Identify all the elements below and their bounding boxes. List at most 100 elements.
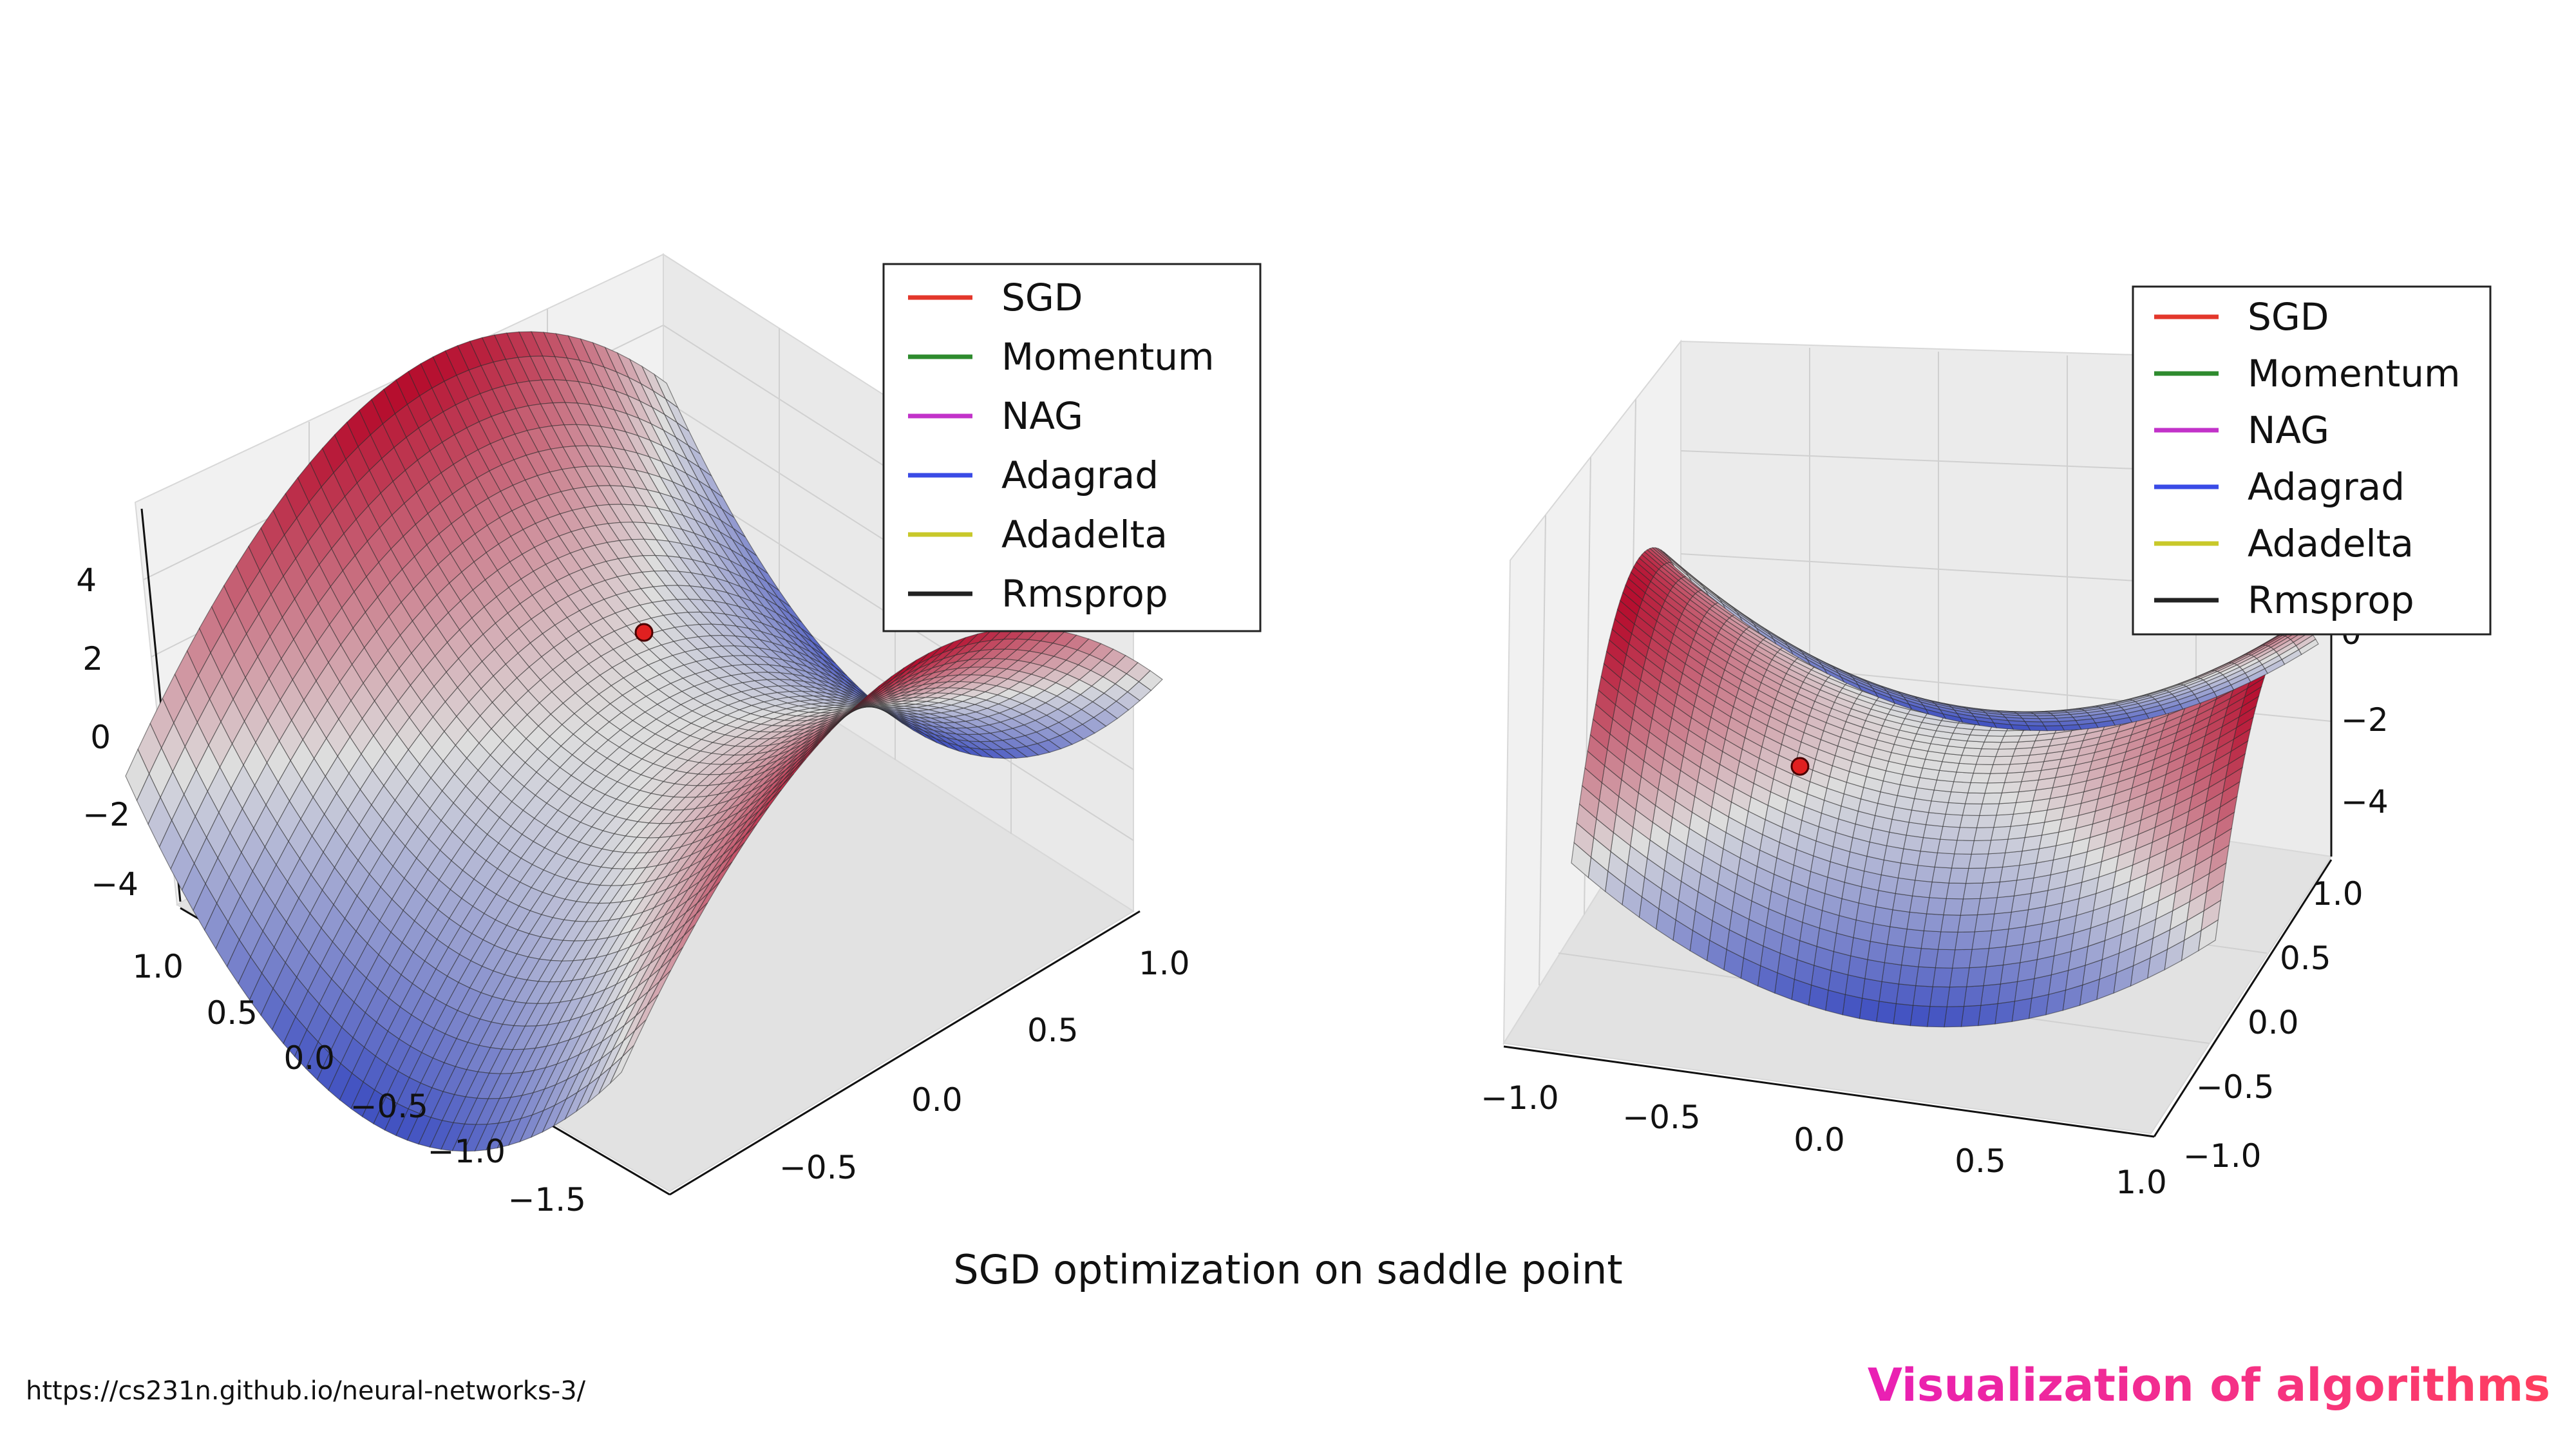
- left-z-tick: 0: [90, 719, 111, 756]
- surface-facet: [1975, 755, 1996, 766]
- surface-facet: [1965, 867, 1986, 884]
- surface-facet: [1984, 735, 2005, 743]
- right-y-tick: −1.0: [2183, 1137, 2261, 1175]
- surface-facet: [1881, 962, 1902, 985]
- surface-facet: [1993, 813, 2014, 828]
- left-saddle-surface: [125, 331, 1163, 1152]
- surface-facet: [1970, 772, 1991, 784]
- left-legend-box: [882, 263, 1262, 632]
- surface-facet: [1953, 772, 1974, 783]
- surface-facet: [1923, 913, 1944, 933]
- surface-facet: [1961, 747, 1982, 757]
- surface-facet: [1973, 764, 1994, 774]
- surface-facet: [1978, 803, 2000, 816]
- left-y-tick: 0.0: [911, 1081, 963, 1119]
- legend-label: Momentum: [2248, 352, 2460, 395]
- surface-facet: [1900, 946, 1922, 967]
- surface-facet: [1988, 928, 2009, 949]
- surface-facet: [1926, 1005, 1947, 1028]
- right-3d-chart: 0 −2 −4 −1.0 −0.5 0.0 0.5 1.0 1.0 0.5 0.…: [1481, 285, 2492, 1201]
- surface-facet: [1962, 803, 1983, 816]
- surface-facet: [1861, 978, 1882, 1002]
- surface-facet: [1944, 1005, 1965, 1028]
- surface-facet: [1998, 741, 2019, 750]
- surface-facet: [1960, 1005, 1982, 1027]
- right-y-tick: 0.5: [2280, 940, 2331, 977]
- surface-facet: [1914, 865, 1935, 883]
- surface-facet: [1884, 943, 1905, 966]
- surface-facet: [2003, 772, 2025, 783]
- surface-facet: [1957, 914, 1978, 933]
- right-x-tick: 0.0: [1794, 1121, 1845, 1159]
- left-z-tick: −4: [91, 866, 138, 903]
- surface-facet: [1940, 914, 1961, 933]
- surface-facet: [1671, 562, 1692, 582]
- surface-facet: [1946, 986, 1967, 1007]
- surface-facet: [1974, 913, 1995, 933]
- legend-label: Adadelta: [1001, 513, 1168, 556]
- surface-facet: [1983, 964, 2004, 987]
- surface-facet: [1937, 931, 1958, 951]
- source-url-link[interactable]: https://cs231n.github.io/neural-networks…: [26, 1376, 586, 1406]
- surface-facet: [1870, 923, 1891, 945]
- left-x-tick: −0.5: [350, 1088, 428, 1125]
- surface-facet: [1968, 853, 1989, 869]
- surface-facet: [1889, 909, 1910, 930]
- right-x-tick: 1.0: [2116, 1164, 2167, 1201]
- surface-facet: [1937, 838, 1958, 855]
- legend-label: SGD: [1001, 276, 1083, 319]
- left-y-tick: 1.0: [1139, 945, 1190, 982]
- surface-facet: [1929, 881, 1950, 899]
- surface-facet: [1998, 791, 2020, 804]
- legend-label: Adagrad: [1001, 453, 1159, 497]
- surface-facet: [1876, 1001, 1897, 1025]
- surface-facet: [1915, 966, 1936, 987]
- surface-facet: [2061, 724, 2082, 731]
- surface-facet: [1958, 754, 1980, 765]
- surface-facet: [1978, 748, 2000, 757]
- right-legend: SGD Momentum NAG Adagrad Adadelta Rmsprop: [2132, 285, 2492, 636]
- surface-facet: [1976, 815, 1997, 828]
- surface-facet: [1956, 827, 1978, 841]
- left-z-tick: 2: [82, 640, 103, 677]
- surface-facet: [1953, 840, 1975, 855]
- surface-facet: [1976, 897, 1998, 916]
- surface-facet: [1985, 946, 2007, 967]
- surface-facet: [1903, 835, 1924, 852]
- right-y-tick: 0.0: [2248, 1004, 2299, 1041]
- right-legend-box: [2132, 285, 2492, 636]
- surface-facet: [1912, 985, 1933, 1007]
- surface-facet: [1992, 755, 2014, 766]
- surface-facet: [1909, 895, 1930, 914]
- surface-facet: [1980, 741, 2002, 750]
- right-sgd-marker: [1790, 757, 1810, 776]
- surface-facet: [1966, 966, 1987, 987]
- surface-facet: [1859, 998, 1880, 1023]
- surface-facet: [2003, 730, 2025, 737]
- right-x-tick: −0.5: [1622, 1099, 1700, 1136]
- surface-facet: [1864, 959, 1885, 982]
- surface-facet: [1934, 852, 1955, 869]
- surface-facet: [1986, 730, 2007, 737]
- legend-label: Momentum: [1001, 335, 1214, 379]
- surface-facet: [1935, 949, 1956, 969]
- surface-facet: [1939, 826, 1960, 841]
- surface-facet: [2000, 735, 2022, 743]
- surface-facet: [1927, 800, 1949, 815]
- right-z-tick: −4: [2341, 783, 2389, 820]
- left-x-tick: −1.5: [508, 1181, 586, 1218]
- right-x-axis: [1503, 1045, 2155, 1138]
- surface-facet: [1962, 882, 1984, 900]
- surface-facet: [1969, 947, 1990, 969]
- left-x-tick: −1.0: [428, 1133, 506, 1170]
- surface-facet: [1973, 827, 1994, 841]
- surface-facet: [1985, 852, 2006, 869]
- surface-facet: [1956, 762, 1977, 774]
- surface-facet: [1867, 940, 1888, 963]
- surface-facet: [1922, 824, 1944, 840]
- surface-facet: [1920, 837, 1941, 853]
- left-y-tick: 0.5: [1027, 1012, 1079, 1049]
- surface-facet: [1943, 898, 1964, 916]
- surface-facet: [1920, 930, 1942, 950]
- legend-label: NAG: [1001, 394, 1083, 438]
